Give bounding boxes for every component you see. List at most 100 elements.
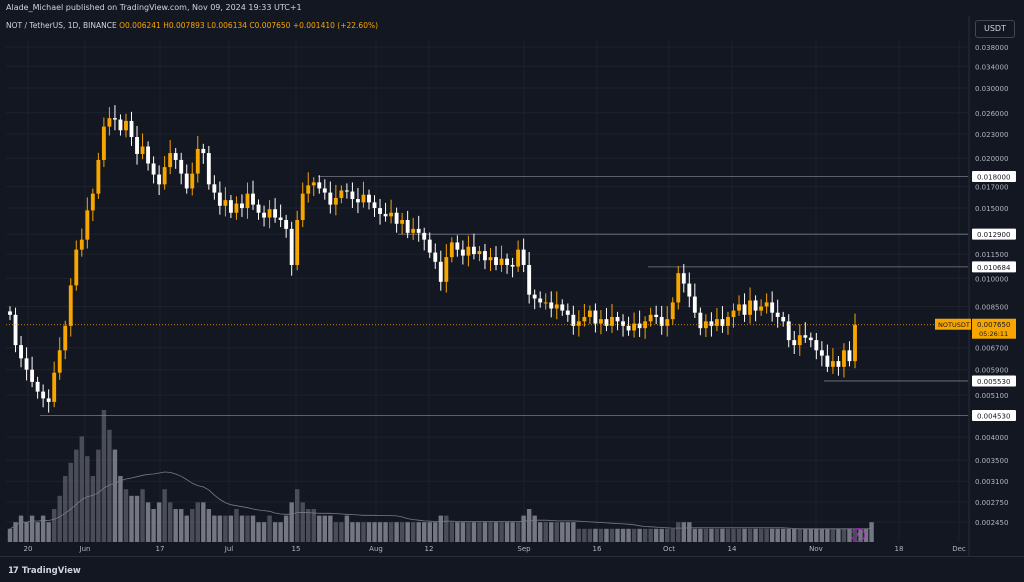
candle-body [626,325,631,331]
candle-body [383,213,388,217]
volume-bar [515,522,521,542]
price-axis[interactable]: 0.038000 0.034000 0.030000 0.026000 0.023000… [968,16,1016,556]
time-tick: Jun [79,545,91,553]
candle-body [289,228,294,265]
candle-body [516,249,521,267]
volume-bar [808,528,814,542]
volume-bar [510,522,515,542]
volume-bar [653,528,659,542]
volume-bar [626,528,631,542]
volume-bar [742,528,747,542]
candle-body [842,350,846,367]
time-tick: Sep [517,545,531,553]
candle-body [648,314,653,322]
volume-bar [57,495,62,542]
volume-bar [477,522,482,542]
time-tick: 15 [292,545,301,553]
volume-bar [101,410,107,542]
grid-lines [6,40,968,542]
volume-bar [731,528,736,542]
candle-body [240,203,244,209]
candle-body [527,264,532,295]
volume-bar [488,522,493,542]
candle-body [228,200,233,213]
volume-bar [780,528,786,542]
candle-body [621,321,625,326]
tradingview-logo[interactable]: 17 TradingView [8,566,81,576]
time-tick: 14 [728,545,737,553]
candle-body [532,294,537,299]
volume-bar [659,528,664,542]
volume-bar [521,515,526,542]
volume-bar [869,522,874,542]
volume-bar [604,528,609,542]
volume-bar [532,515,537,542]
candle-body [543,302,548,304]
volume-bar [261,522,267,542]
price-chart[interactable]: 0.038000 0.034000 0.030000 0.026000 0.023000… [0,0,1024,556]
volume-bar [819,528,825,542]
volume-bar [328,515,333,542]
candle-body [560,304,565,311]
symbol-label[interactable]: NOT / TetherUS, 1D, BINANCE [6,21,117,30]
candle-body [455,242,460,250]
volume-bar [63,476,68,542]
time-tick: 18 [895,545,904,553]
candle-body [179,159,184,174]
time-tick: Dec [952,545,966,553]
candle-body [140,146,145,154]
volume-bar [40,515,46,542]
candle-body [549,302,554,309]
volume-bar [769,528,775,542]
time-tick: 16 [593,545,602,553]
candle-body [74,249,79,286]
volume-bar [278,522,283,542]
candle-body [256,204,261,213]
candle-body [433,252,438,262]
candle-body [234,203,239,213]
volume-bar [670,528,675,542]
volume-bar [223,515,228,542]
candle-body [251,193,255,205]
volume-bar [7,528,13,542]
candle-body [571,314,576,326]
candle-body [378,208,382,214]
volume-bar [797,528,802,542]
candle-body [113,118,117,120]
candle-body [85,210,90,240]
candle-body [173,153,178,160]
price-tick: 0.034000 [975,63,1008,71]
volume-bar [775,528,780,542]
volume-bar [256,522,261,542]
currency-button[interactable]: USDT [975,20,1015,38]
price-tick: 0.004000 [975,434,1008,442]
volume-bar [350,522,355,542]
volume-bar [394,522,399,542]
candle-body [206,153,211,185]
candle-body [764,302,769,307]
candle-body [356,199,360,203]
time-axis[interactable]: 20 Jun 17 Jul 15 Aug 12 Sep 16 Oct 14 Nov 18 Dec [24,545,966,553]
candle-body [427,239,432,253]
candle-body [676,273,681,303]
candle-body [344,190,349,192]
candle-body [709,321,714,326]
level-label: 0.004530 [977,413,1010,421]
candle-body [317,182,322,189]
volume-bar [836,528,841,542]
candle-body [819,350,824,356]
candle-body [8,311,12,315]
volume-bar [466,522,471,542]
candle-body [333,197,338,205]
candle-body [212,184,217,193]
lightning-icon[interactable]: ⚡ [851,528,865,542]
price-tick: 0.015000 [975,205,1008,213]
volume-bar [267,515,272,542]
volume-bar [383,522,388,542]
volume-bar [85,456,90,542]
volume-bar [118,476,123,542]
volume-bar [482,522,488,542]
candle-body [201,148,206,154]
candle-body [295,220,300,265]
candle-body [599,319,603,324]
